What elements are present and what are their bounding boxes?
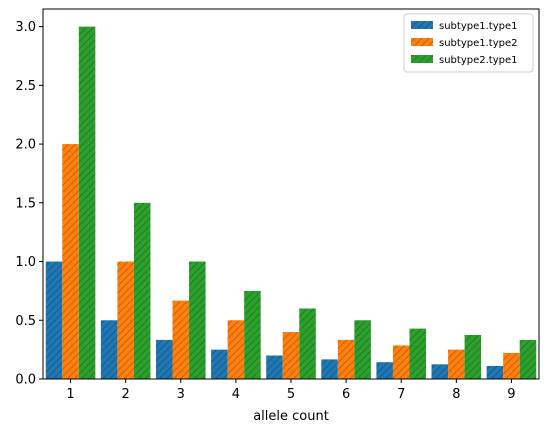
y-tick-label: 1.5: [15, 196, 36, 211]
bar-1-8: [431, 364, 449, 379]
x-tick-label: 5: [287, 387, 295, 402]
bar-2-9: [503, 352, 520, 379]
bar-1-9: [486, 365, 504, 379]
bar-1-2: [100, 320, 118, 379]
bars-layer: [45, 26, 537, 380]
bar-1-4: [211, 349, 228, 379]
y-tick-label: 2.0: [15, 138, 36, 153]
y-tick-label: 0.5: [15, 314, 36, 329]
bar-1-1: [45, 261, 63, 379]
legend-label: subtype1.type2: [439, 38, 517, 49]
x-tick-label: 9: [507, 387, 515, 402]
bar-1-6: [321, 359, 338, 379]
bar-2-5: [282, 332, 300, 379]
legend-swatch: [411, 55, 433, 63]
legend-swatch: [411, 38, 433, 46]
x-tick-label: 3: [177, 387, 185, 402]
bar-1-3: [155, 339, 173, 379]
x-tick-label: 1: [66, 387, 74, 402]
bar-3-2: [133, 202, 151, 379]
legend-label: subtype2.type1: [439, 55, 517, 66]
legend: subtype1.type1 subtype1.type2 subtype2.typ…: [403, 13, 534, 73]
y-tick-label: 3.0: [15, 20, 36, 35]
bar-3-6: [354, 320, 371, 379]
x-tick-label: 6: [342, 387, 350, 402]
y-tick-label: 2.5: [15, 79, 36, 94]
bar-2-4: [227, 320, 245, 379]
bar-2-8: [448, 349, 465, 379]
bar-3-3: [189, 261, 206, 379]
bar-3-7: [409, 328, 427, 379]
x-tick-label: 7: [397, 387, 405, 402]
x-tick-label: 8: [452, 387, 460, 402]
y-tick-label: 1.0: [15, 255, 36, 270]
bar-3-4: [244, 290, 261, 379]
bar-2-6: [337, 339, 355, 379]
y-tick-label: 0.0: [15, 373, 36, 388]
x-axis-label: allele count: [253, 409, 329, 424]
legend-box: [403, 13, 534, 73]
bar-2-2: [117, 261, 134, 379]
bar-2-7: [392, 345, 410, 379]
bar-1-7: [376, 362, 393, 379]
bar-3-9: [519, 339, 537, 379]
y-axis: 0.0 0.5 1.0 1.5 2.0 2.5 3.0: [15, 20, 43, 388]
bar-2-1: [62, 144, 79, 379]
legend-label: subtype1.type1: [439, 21, 517, 32]
x-tick-label: 2: [122, 387, 130, 402]
x-axis: 1 2 3 4 5 6 7 8 9: [66, 379, 516, 402]
legend-swatch: [411, 21, 433, 29]
bar-3-8: [464, 334, 482, 379]
x-tick-label: 4: [232, 387, 240, 402]
bar-3-5: [299, 308, 316, 379]
bar-1-5: [266, 355, 283, 379]
bar-2-3: [172, 300, 190, 379]
bar-3-1: [78, 26, 96, 380]
